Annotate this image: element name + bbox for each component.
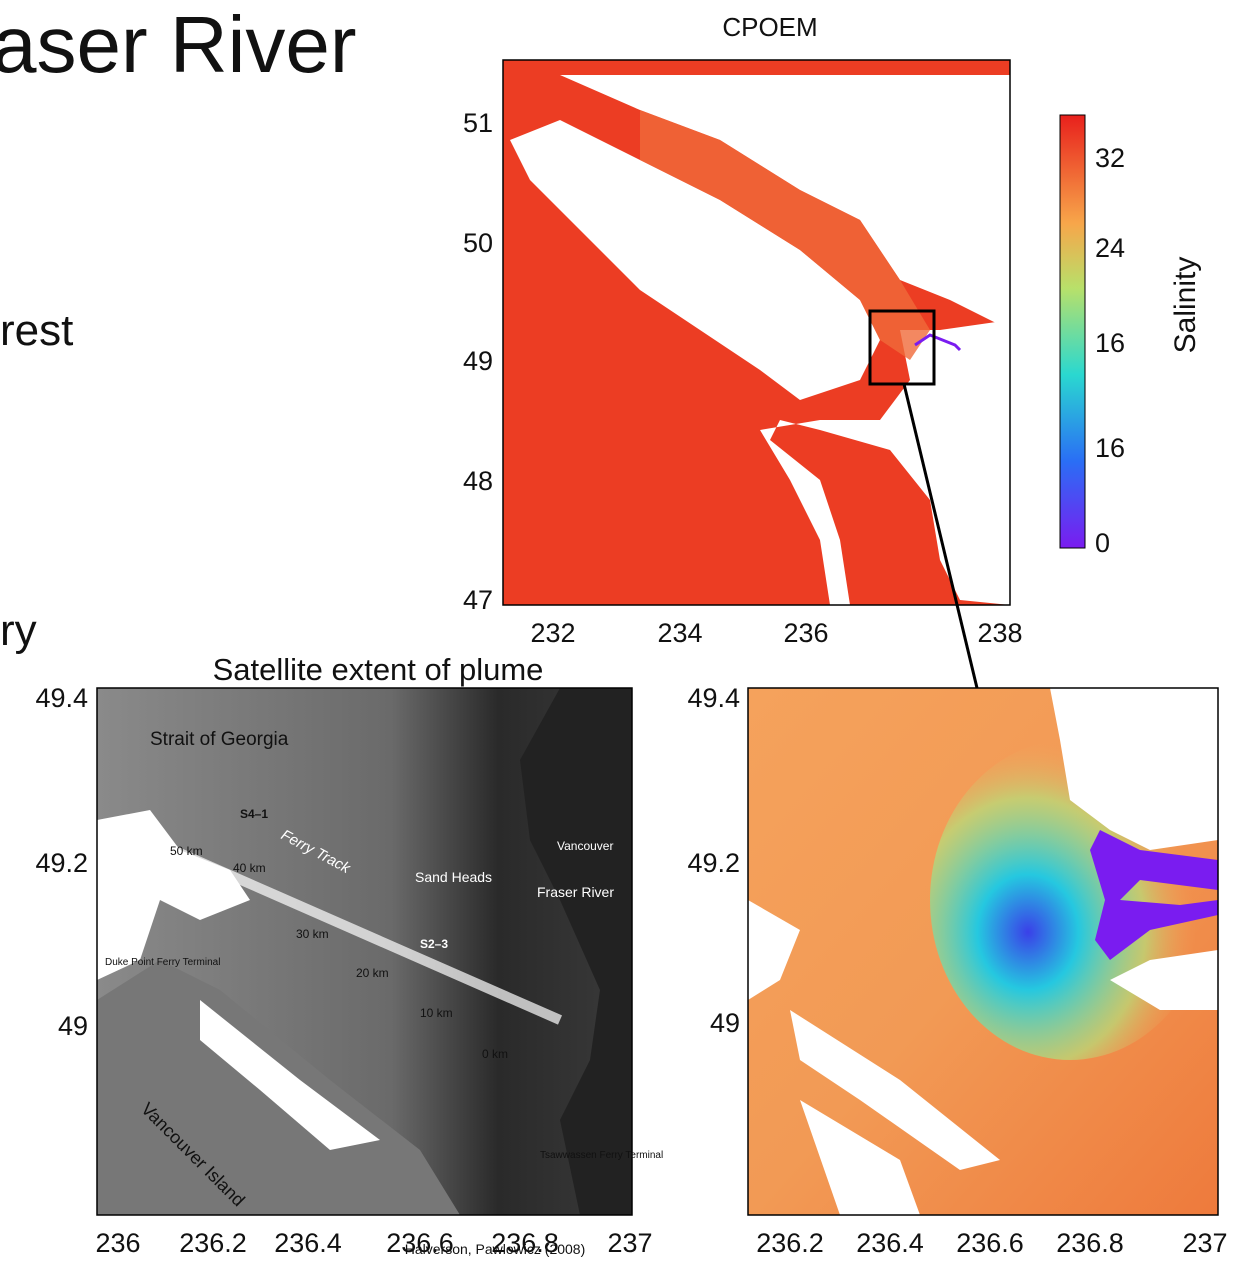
colorbar	[1060, 115, 1085, 548]
x-tick-label: 236.8	[491, 1228, 559, 1258]
colorbar-tick-label: 16	[1095, 433, 1125, 463]
map-annotation: Fraser River	[537, 884, 614, 900]
x-tick-label: 237	[1182, 1228, 1227, 1258]
x-tick-label: 236	[783, 618, 828, 648]
colorbar-tick-label: 16	[1095, 328, 1125, 358]
colorbar-tick-label: 32	[1095, 143, 1125, 173]
map-annotation: 0 km	[482, 1047, 508, 1061]
x-tick-label: 236.2	[179, 1228, 247, 1258]
map-annotation: Vancouver	[557, 839, 613, 853]
map-title: Satellite extent of plume	[213, 652, 544, 687]
map-annotation: Tsawwassen Ferry Terminal	[540, 1150, 663, 1161]
map-annotation: Strait of Georgia	[150, 729, 289, 750]
y-tick-label: 49.4	[35, 683, 88, 713]
map-annotation: Duke Point Ferry Terminal	[105, 957, 220, 968]
x-tick-label: 236.4	[856, 1228, 924, 1258]
y-tick-label: 49.4	[687, 683, 740, 713]
slide: aser River rest ry CPOEM Salinity Satell…	[0, 0, 1244, 1260]
x-tick-label: 236.2	[756, 1228, 824, 1258]
map-annotation: S2–3	[420, 937, 448, 951]
map-annotation: 30 km	[296, 927, 329, 941]
map-annotation: Sand Heads	[415, 869, 492, 885]
y-tick-label: 49.2	[35, 848, 88, 878]
y-tick-label: 50	[463, 228, 493, 258]
x-tick-label: 236.6	[386, 1228, 454, 1258]
map-annotation: 50 km	[170, 844, 203, 858]
y-tick-label: 49	[710, 1008, 740, 1038]
map-annotation: 20 km	[356, 966, 389, 980]
top-map	[503, 60, 1010, 688]
colorbar-tick-label: 24	[1095, 233, 1125, 263]
slide-title: aser River	[0, 0, 357, 89]
y-tick-label: 49	[463, 346, 493, 376]
zoom-map	[748, 688, 1218, 1215]
map-annotation: 40 km	[233, 861, 266, 875]
colorbar-label: Salinity	[1169, 257, 1202, 354]
x-tick-label: 237	[607, 1228, 652, 1258]
y-tick-label: 48	[463, 466, 493, 496]
x-tick-label: 238	[977, 618, 1022, 648]
map-annotation: S4–1	[240, 807, 268, 821]
y-tick-label: 47	[463, 585, 493, 615]
y-tick-label: 49.2	[687, 848, 740, 878]
x-tick-label: 236	[95, 1228, 140, 1258]
x-tick-label: 236.6	[956, 1228, 1024, 1258]
x-tick-label: 236.4	[274, 1228, 342, 1258]
y-tick-label: 51	[463, 108, 493, 138]
x-tick-label: 234	[657, 618, 702, 648]
x-tick-label: 236.8	[1056, 1228, 1124, 1258]
map-annotation: 10 km	[420, 1006, 453, 1020]
y-tick-label: 49	[58, 1011, 88, 1041]
x-tick-label: 232	[530, 618, 575, 648]
bullet-fragment: rest	[0, 306, 73, 355]
colorbar-tick-label: 0	[1095, 528, 1110, 558]
bullet-fragment: ry	[0, 606, 37, 655]
map-title: CPOEM	[722, 12, 817, 42]
